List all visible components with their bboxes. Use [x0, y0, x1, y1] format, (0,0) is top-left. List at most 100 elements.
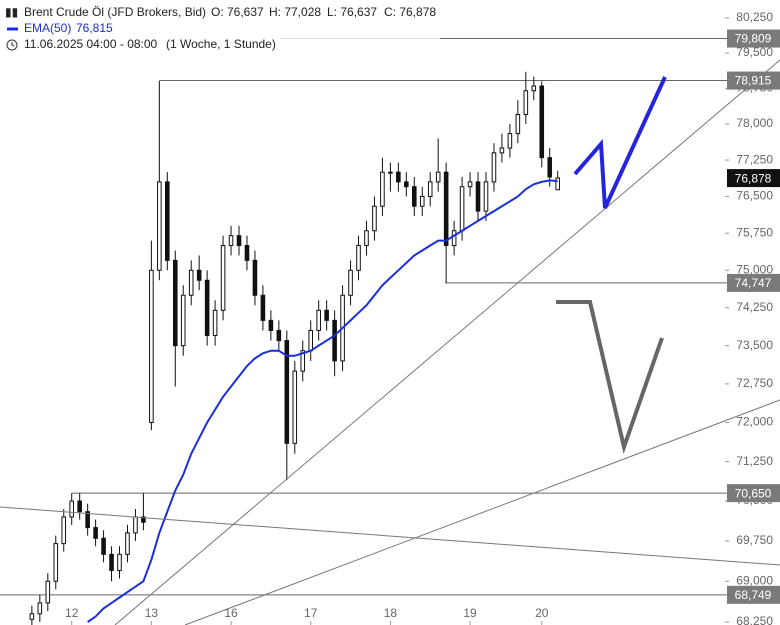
y-tick-label: 76,500: [736, 189, 773, 203]
close-label: C: 76,878: [384, 5, 436, 19]
candle-body: [29, 613, 35, 620]
candle-body: [451, 230, 457, 247]
candle-body: [236, 235, 242, 247]
candle-body: [252, 259, 258, 296]
candle-body: [364, 230, 369, 247]
candle-body: [93, 527, 98, 539]
header-bg: [0, 4, 440, 54]
legend-ema-value: 76,815: [76, 21, 113, 35]
candle-body: [125, 532, 130, 555]
candle-body: [157, 181, 162, 271]
candle-body: [172, 259, 178, 347]
candle-body: [316, 309, 321, 331]
x-tick-label: 13: [145, 606, 159, 620]
candle-body: [212, 309, 218, 337]
candle-body: [427, 181, 433, 197]
x-tick-label: 19: [463, 606, 477, 620]
candle-body: [109, 553, 114, 571]
y-tick-label: 72,000: [736, 415, 773, 429]
y-tick-label: 72,750: [736, 376, 773, 390]
candle-body: [324, 309, 329, 321]
projection-up: [573, 76, 667, 209]
x-tick-label: 17: [304, 606, 318, 620]
trend-line: [0, 506, 780, 566]
candle-body: [467, 181, 473, 188]
candle-body: [483, 181, 489, 212]
clock-hand: [11, 42, 15, 47]
clock-icon: [6, 39, 18, 51]
x-tick-label: 12: [65, 606, 79, 620]
candle-body: [531, 85, 537, 92]
candle-body: [411, 186, 417, 207]
level-label: 74,747: [735, 276, 772, 290]
legend-ema: EMA(50): [24, 21, 71, 35]
candle-body: [276, 329, 282, 342]
y-tick-label: 74,250: [736, 300, 773, 314]
candle-body: [507, 133, 513, 149]
candle-body: [204, 279, 210, 337]
level-tag: [727, 585, 780, 604]
price-axis: 68,25069,00069,75070,50071,25072,00072,7…: [65, 10, 780, 625]
candle-body: [300, 350, 306, 372]
candle-body: [260, 294, 266, 321]
level-tag: [727, 29, 780, 48]
chart-title: Brent Crude Öl (JFD Brokers, Bid): [24, 5, 206, 19]
subtitle: 11.06.2025 04:00 - 08:00: [24, 37, 158, 51]
level-tag: [727, 484, 780, 503]
candle-body: [284, 340, 290, 444]
header: ▮▮ Brent Crude Öl (JFD Brokers, Bid) O: …: [0, 4, 440, 54]
candle-body: [77, 500, 82, 513]
candle-body: [61, 516, 67, 545]
candle-body: [69, 500, 74, 518]
candle-body: [45, 580, 51, 604]
high-label: H: 77,028: [269, 5, 321, 19]
candle-body: [141, 516, 146, 523]
candle-body: [37, 602, 43, 615]
trend-line: [114, 59, 780, 625]
candle-body: [475, 181, 481, 212]
trend-line: [184, 399, 780, 625]
candle-body: [348, 269, 353, 296]
candle-body: [372, 205, 377, 232]
y-tick-label: 79,500: [736, 45, 773, 59]
level-label: 68,749: [735, 588, 772, 602]
y-tick-label: 77,250: [736, 152, 773, 166]
low-label: L: 76,637: [327, 5, 377, 19]
candle-body: [515, 113, 521, 135]
y-tick-label: 69,000: [736, 573, 773, 587]
y-tick-label: 69,750: [736, 533, 773, 547]
interval: (1 Woche, 1 Stunde): [166, 37, 276, 51]
candle-body: [555, 177, 560, 191]
candle-body: [388, 171, 393, 174]
candle-body: [188, 269, 194, 296]
candle-body: [220, 245, 226, 311]
level-label: 70,650: [735, 486, 772, 500]
icon: ▮▮: [5, 5, 18, 19]
last-price-tag: [727, 169, 780, 188]
candle-body: [85, 511, 90, 529]
x-tick-label: 16: [224, 606, 238, 620]
candle-body: [499, 147, 505, 154]
x-tick-label: 20: [535, 606, 549, 620]
candle-body: [404, 181, 409, 188]
last-price-label: 76,878: [735, 171, 772, 185]
candle-body: [491, 152, 497, 183]
drawings: [0, 59, 780, 625]
level-label: 79,809: [735, 32, 772, 46]
candle-body: [165, 181, 170, 261]
open-label: O: 76,637: [211, 5, 264, 19]
level-tag: [727, 71, 780, 90]
y-tick-label: 80,250: [736, 10, 773, 24]
candle-body: [196, 269, 202, 281]
candle-body: [435, 171, 441, 183]
ema-line: [87, 179, 558, 623]
candle-body: [180, 294, 186, 347]
candle-body: [443, 171, 449, 247]
plot-area: [0, 38, 727, 625]
candle-body: [228, 235, 234, 247]
candle-body: [244, 245, 250, 261]
candle-body: [380, 171, 385, 207]
y-tick-label: 75,000: [736, 262, 773, 276]
y-tick-label: 71,250: [736, 454, 773, 468]
y-tick-label: 68,250: [736, 614, 773, 625]
